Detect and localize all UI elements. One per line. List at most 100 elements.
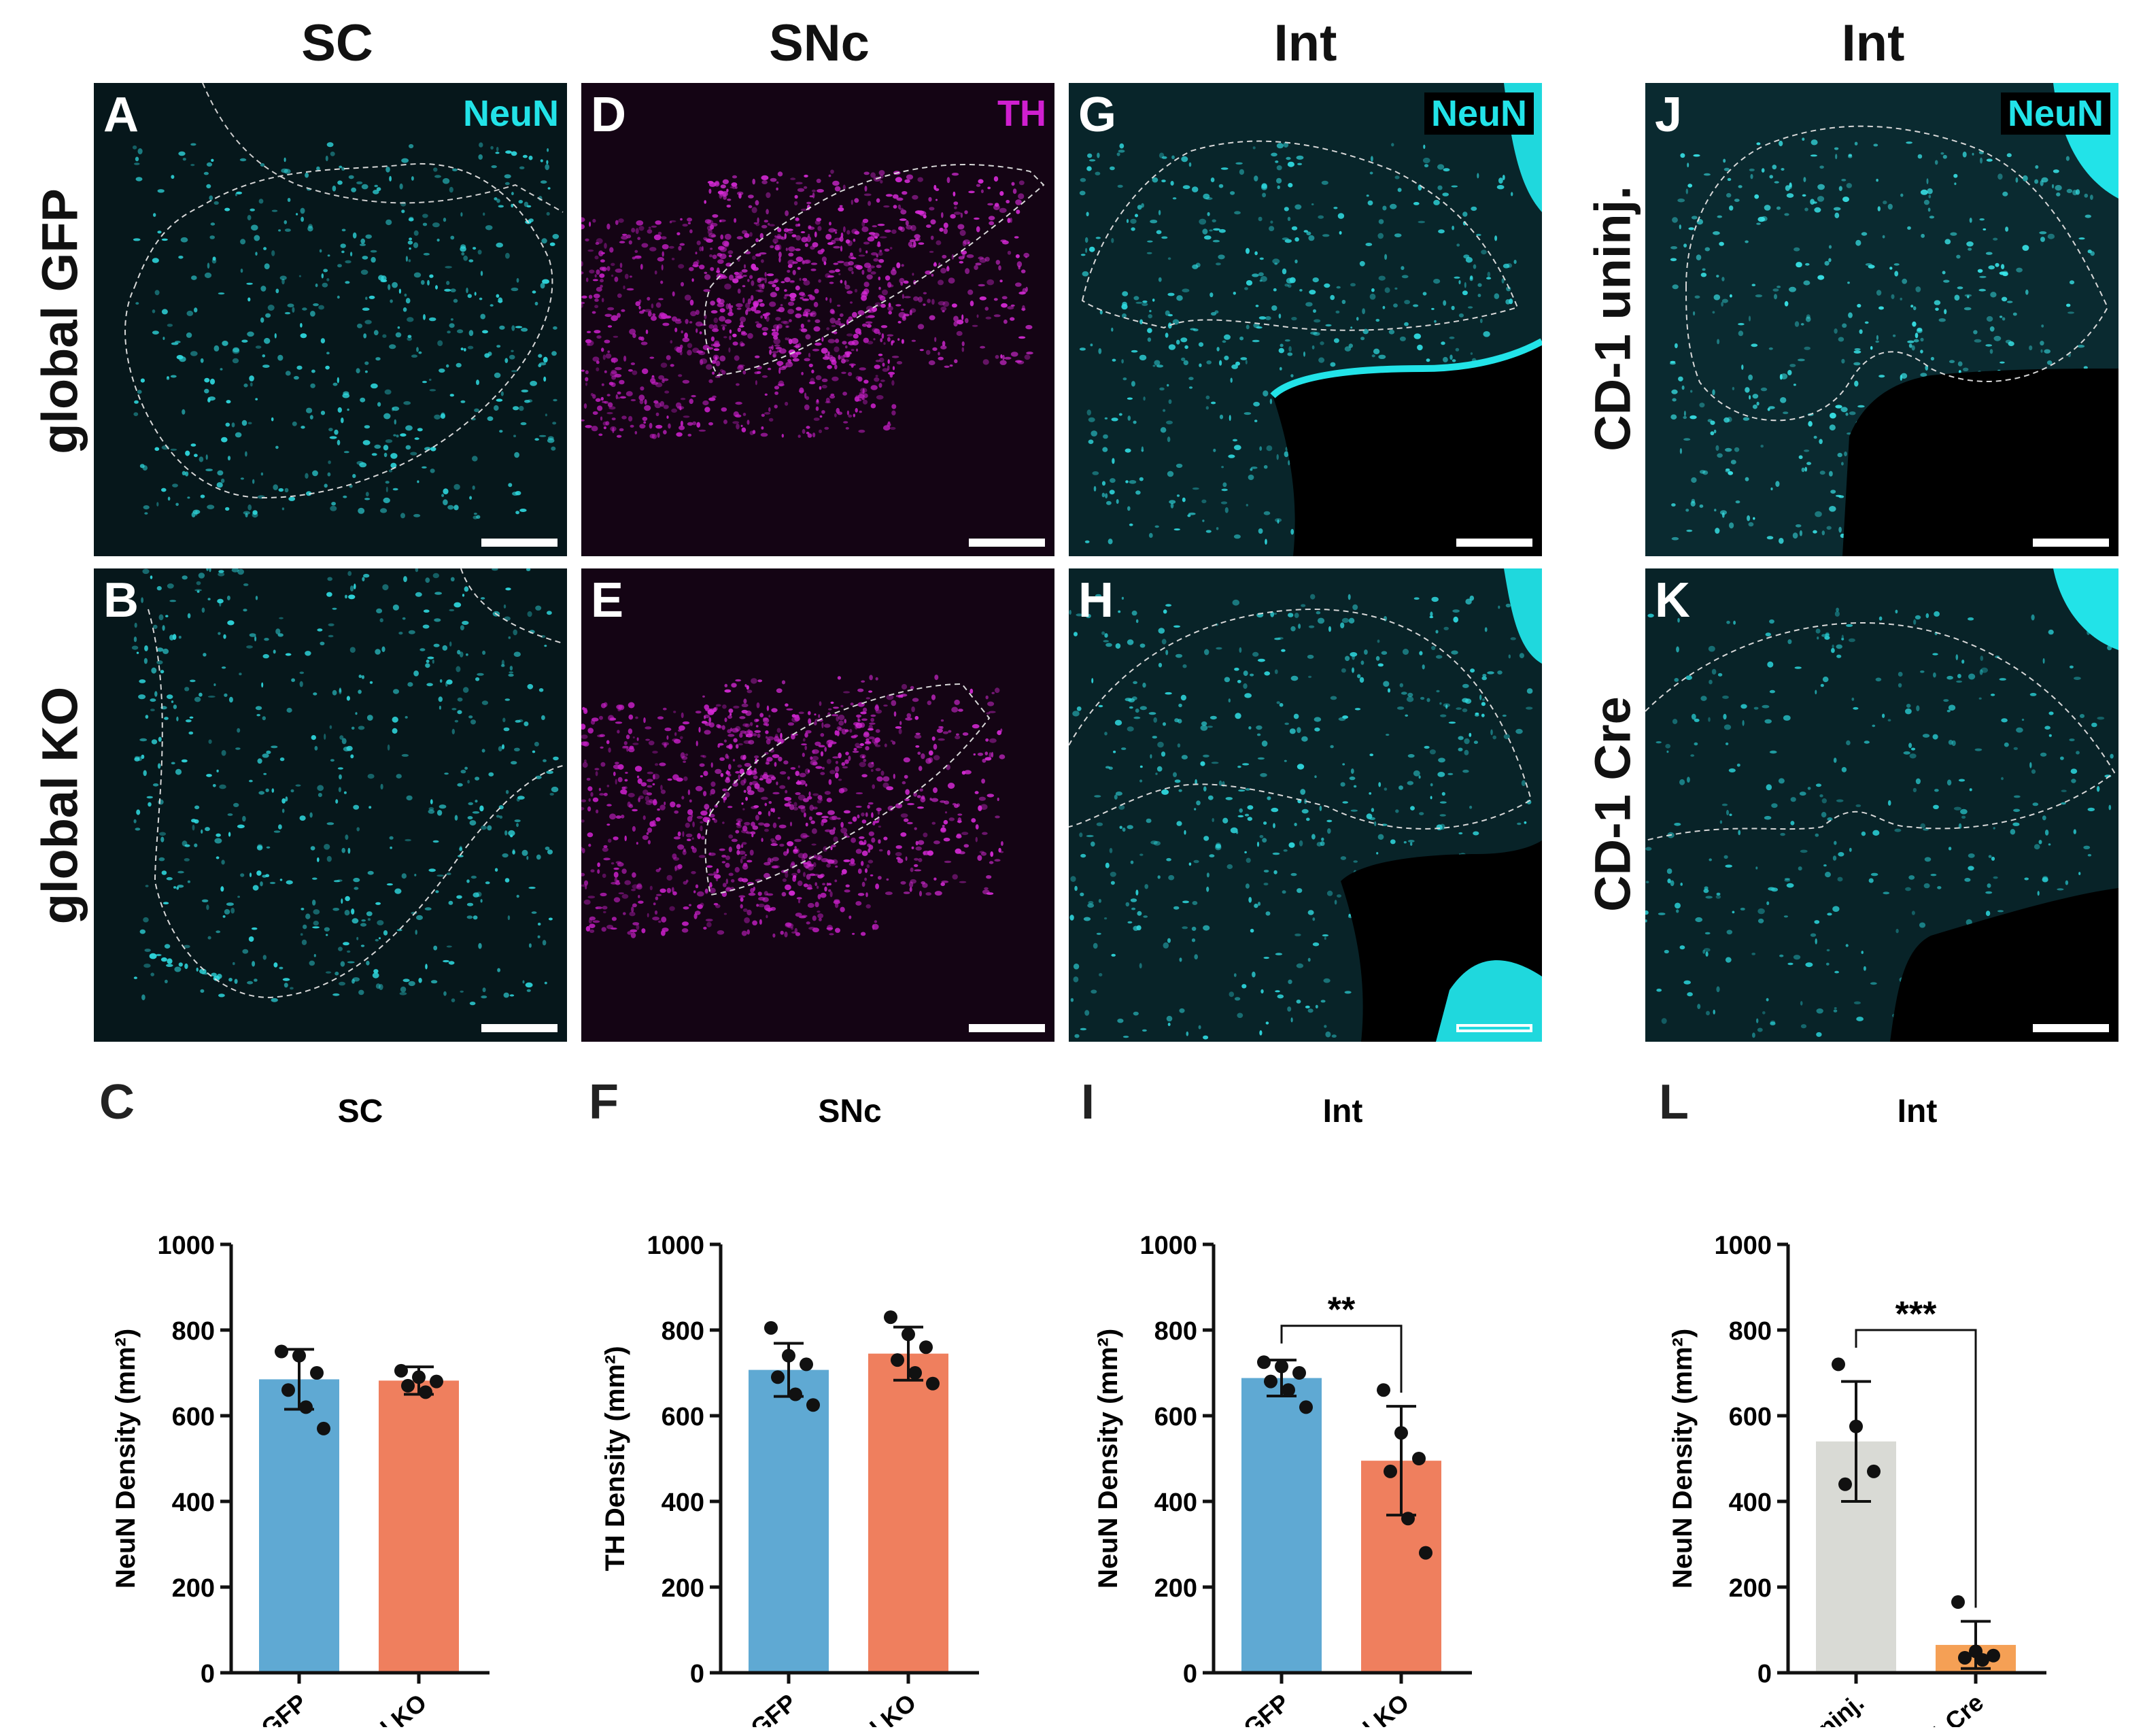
stain-label-neun: NeuN xyxy=(1424,92,1534,135)
data-point xyxy=(292,1348,306,1363)
y-tick-label: 1000 xyxy=(157,1231,215,1260)
data-point xyxy=(1384,1464,1397,1478)
chart-letter-c: C xyxy=(99,1075,135,1129)
scale-bar xyxy=(2033,539,2109,547)
data-point xyxy=(419,1385,432,1399)
data-point xyxy=(394,1363,408,1378)
scale-bar xyxy=(1456,539,1532,547)
data-point xyxy=(1849,1419,1863,1433)
y-tick-label: 400 xyxy=(1154,1488,1197,1517)
data-point xyxy=(1976,1653,1989,1667)
data-point xyxy=(310,1366,324,1380)
y-tick-label: 0 xyxy=(1757,1660,1772,1688)
column-title-sc: SC xyxy=(301,14,373,72)
data-point xyxy=(281,1383,295,1397)
panel-letter-k: K xyxy=(1655,573,1690,628)
y-axis-label: NeuN Density (mm²) xyxy=(111,1329,141,1588)
bar xyxy=(379,1380,459,1673)
x-tick-label: CD-1 uninj. xyxy=(1752,1688,1869,1727)
data-point xyxy=(1275,1359,1288,1374)
data-point xyxy=(1299,1400,1313,1414)
x-tick-label: global KO xyxy=(815,1688,922,1727)
micrograph-panel-b: B xyxy=(94,568,567,1042)
chart-letter-i: I xyxy=(1081,1075,1095,1129)
data-point xyxy=(430,1374,443,1389)
bar xyxy=(1241,1378,1322,1673)
x-tick-label: global GFP xyxy=(685,1688,802,1727)
y-tick-label: 400 xyxy=(662,1488,704,1517)
y-tick-label: 800 xyxy=(1154,1317,1197,1346)
scale-bar xyxy=(2033,1024,2109,1032)
column-title-int-right: Int xyxy=(1841,14,1905,72)
data-point xyxy=(1412,1452,1426,1465)
y-axis-label: NeuN Density (mm²) xyxy=(1093,1329,1123,1588)
panel-letter-j: J xyxy=(1655,88,1683,142)
data-point xyxy=(891,1353,904,1367)
micrograph-panel-g: G NeuN xyxy=(1069,83,1542,556)
y-tick-label: 200 xyxy=(1154,1574,1197,1603)
panel-letter-e: E xyxy=(591,573,624,628)
data-point xyxy=(1419,1546,1432,1560)
scale-bar xyxy=(1456,1024,1532,1032)
y-tick-label: 800 xyxy=(662,1317,704,1346)
y-tick-label: 1000 xyxy=(647,1231,704,1260)
column-title-snc: SNc xyxy=(769,14,870,72)
chart-title: SNc xyxy=(818,1093,881,1129)
data-point xyxy=(1292,1366,1306,1380)
data-point xyxy=(1838,1477,1852,1491)
y-tick-label: 1000 xyxy=(1714,1231,1772,1260)
data-point xyxy=(800,1357,813,1372)
micrograph-h-image xyxy=(1069,568,1542,1042)
data-point xyxy=(908,1366,922,1380)
bar-chart-snc: SNc TH Density (mm²) 0 200 400 600 800 1000 glob… xyxy=(600,1093,979,1727)
data-point xyxy=(1282,1383,1295,1397)
y-tick-label: 800 xyxy=(172,1317,215,1346)
micrograph-panel-d: D TH xyxy=(581,83,1054,556)
y-tick-label: 600 xyxy=(172,1403,215,1431)
x-tick-label: global GFP xyxy=(195,1688,312,1727)
data-point xyxy=(1257,1355,1271,1369)
scale-bar xyxy=(481,539,557,547)
y-tick-label: 1000 xyxy=(1139,1231,1197,1260)
significance-label: ** xyxy=(1328,1291,1356,1330)
y-tick-label: 400 xyxy=(1729,1488,1772,1517)
y-tick-label: 200 xyxy=(172,1574,215,1603)
data-point xyxy=(789,1387,802,1401)
data-point xyxy=(782,1348,795,1363)
significance-bracket xyxy=(1280,1325,1403,1393)
data-point xyxy=(1377,1383,1390,1397)
stain-label-neun: NeuN xyxy=(2000,92,2110,135)
micrograph-panel-j: J NeuN xyxy=(1645,83,2118,556)
bar-chart-int: Int NeuN Density (mm²) 0 200 400 600 800 1000 gl… xyxy=(1093,1093,1472,1727)
panel-letter-a: A xyxy=(103,88,139,142)
data-point xyxy=(1958,1650,1972,1665)
y-tick-label: 600 xyxy=(1729,1403,1772,1431)
micrograph-b-image xyxy=(94,568,567,1042)
y-axis-label: NeuN Density (mm²) xyxy=(1668,1329,1698,1588)
scale-bar xyxy=(969,539,1045,547)
y-tick-label: 0 xyxy=(690,1660,704,1688)
data-point xyxy=(926,1376,940,1391)
micrograph-a-image xyxy=(94,83,567,556)
chart-letter-l: L xyxy=(1659,1075,1689,1129)
data-point xyxy=(771,1370,785,1384)
bar-chart-int-cd1: Int NeuN Density (mm²) 0 200 400 600 800 1000 CD… xyxy=(1668,1093,2046,1727)
scale-bar xyxy=(969,1024,1045,1032)
row-title-cd1-cre: CD-1 Cre xyxy=(1584,696,1641,912)
chart-letter-f: F xyxy=(589,1075,619,1129)
data-point xyxy=(764,1321,778,1335)
x-tick-label: CD-1 Cre xyxy=(1891,1688,1989,1727)
micrograph-panel-h: H xyxy=(1069,568,1542,1042)
y-tick-label: 600 xyxy=(1154,1403,1197,1431)
chart-title: SC xyxy=(338,1093,383,1129)
data-point xyxy=(1867,1464,1881,1478)
y-tick-label: 800 xyxy=(1729,1317,1772,1346)
x-tick-label: global GFP xyxy=(1178,1688,1294,1727)
chart-title: Int xyxy=(1323,1093,1363,1129)
panel-letter-b: B xyxy=(103,573,139,628)
micrograph-g-image xyxy=(1069,83,1542,556)
x-tick-label: global KO xyxy=(1308,1688,1415,1727)
y-tick-label: 0 xyxy=(201,1660,215,1688)
data-point xyxy=(299,1400,313,1414)
data-point xyxy=(317,1421,330,1435)
